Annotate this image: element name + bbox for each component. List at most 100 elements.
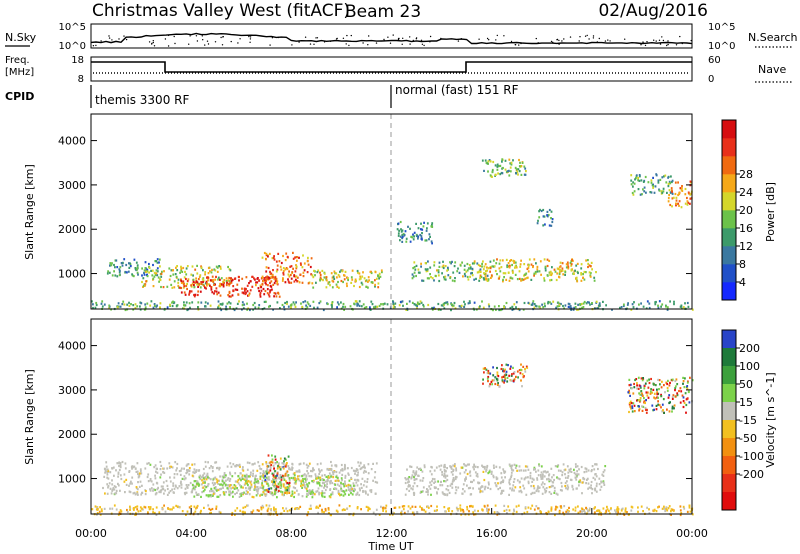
colorbar-tick-label: 20 [739,204,753,217]
echo-cell [316,306,319,309]
echo-cell [564,273,566,276]
echo-cell [470,272,472,275]
nsky-tick-top: 10^5 [59,22,86,33]
echo-cell [274,489,277,492]
echo-cell [338,484,341,487]
echo-cell [154,464,157,467]
velocity-colorbar-label: Velocity [m s^-1] [764,372,777,467]
echo-cell [329,284,331,287]
echo-cell [276,268,279,271]
colorbar-swatch [722,474,736,493]
echo-cell [498,385,501,388]
echo-cell [264,494,267,497]
echo-cell [150,300,153,303]
echo-cell [600,485,603,488]
echo-cell [280,480,282,483]
echo-cell [591,492,593,495]
echo-cell [652,388,655,391]
echo-cell [507,271,510,274]
echo-cell [244,511,246,514]
echo-cell [146,275,149,278]
echo-cell [356,302,359,305]
echo-cell [149,489,152,492]
echo-cell [445,488,448,491]
echo-cell [676,394,679,397]
echo-cell [589,275,592,278]
echo-cell [202,486,205,489]
echo-cell [242,477,244,480]
echo-cell [523,173,526,176]
colorbar-swatch [722,192,736,211]
colorbar-swatch [722,138,736,157]
echo-cell [645,307,648,310]
echo-cell [242,469,245,472]
echo-cell [282,476,285,479]
echo-cell [198,275,201,278]
echo-cell [541,492,544,495]
echo-cell [301,281,304,284]
echo-cell [419,233,422,237]
echo-cell [512,259,515,262]
echo-cell [334,464,337,467]
echo-cell [94,306,97,309]
echo-cell [534,270,537,274]
echo-cell [527,264,530,267]
echo-cell [360,483,362,486]
echo-cell [533,508,536,511]
echo-cell [294,270,297,273]
echo-cell [199,286,202,289]
echo-cell [273,295,275,298]
echo-cell [244,292,247,296]
echo-cell [451,510,454,513]
echo-cell [107,477,110,480]
echo-cell [143,271,145,274]
power-echo-cells [91,158,694,312]
echo-cell [144,283,147,286]
echo-cell [380,269,383,272]
echo-cell [468,463,470,466]
echo-cell [180,469,182,472]
echo-cell [323,491,326,495]
y-tick-label: 3000 [58,384,86,397]
echo-cell [598,509,601,512]
nsearch-point [196,40,199,42]
echo-cell [265,252,268,255]
echo-cell [635,378,638,381]
echo-cell [246,476,248,479]
echo-cell [109,487,112,490]
echo-cell [280,483,282,486]
echo-cell [425,490,428,493]
freq-tick-top: 18 [71,55,84,66]
echo-cell [483,169,485,172]
echo-cell [184,270,186,273]
echo-cell [306,271,309,274]
echo-cell [341,509,344,512]
echo-cell [666,191,668,194]
echo-cell [183,276,186,279]
echo-cell [543,475,546,478]
echo-cell [531,302,534,305]
echo-cell [420,265,422,268]
echo-cell [538,270,541,273]
echo-cell [544,265,547,268]
echo-cell [310,273,313,276]
echo-cell [519,263,522,266]
echo-cell [307,493,309,496]
echo-cell [314,274,316,277]
echo-cell [220,308,223,312]
x-tick-label: 16:00 [476,527,508,540]
echo-cell [431,223,433,227]
echo-cell [152,511,154,514]
echo-cell [509,306,512,310]
echo-cell [520,165,523,168]
echo-cell [510,259,512,262]
echo-cell [376,481,379,484]
echo-cell [437,302,440,306]
echo-cell [496,513,499,516]
echo-cell [397,222,400,225]
echo-cell [429,470,432,473]
echo-cell [104,471,106,474]
echo-cell [276,282,278,285]
echo-cell [282,254,284,258]
echo-cell [136,492,139,495]
